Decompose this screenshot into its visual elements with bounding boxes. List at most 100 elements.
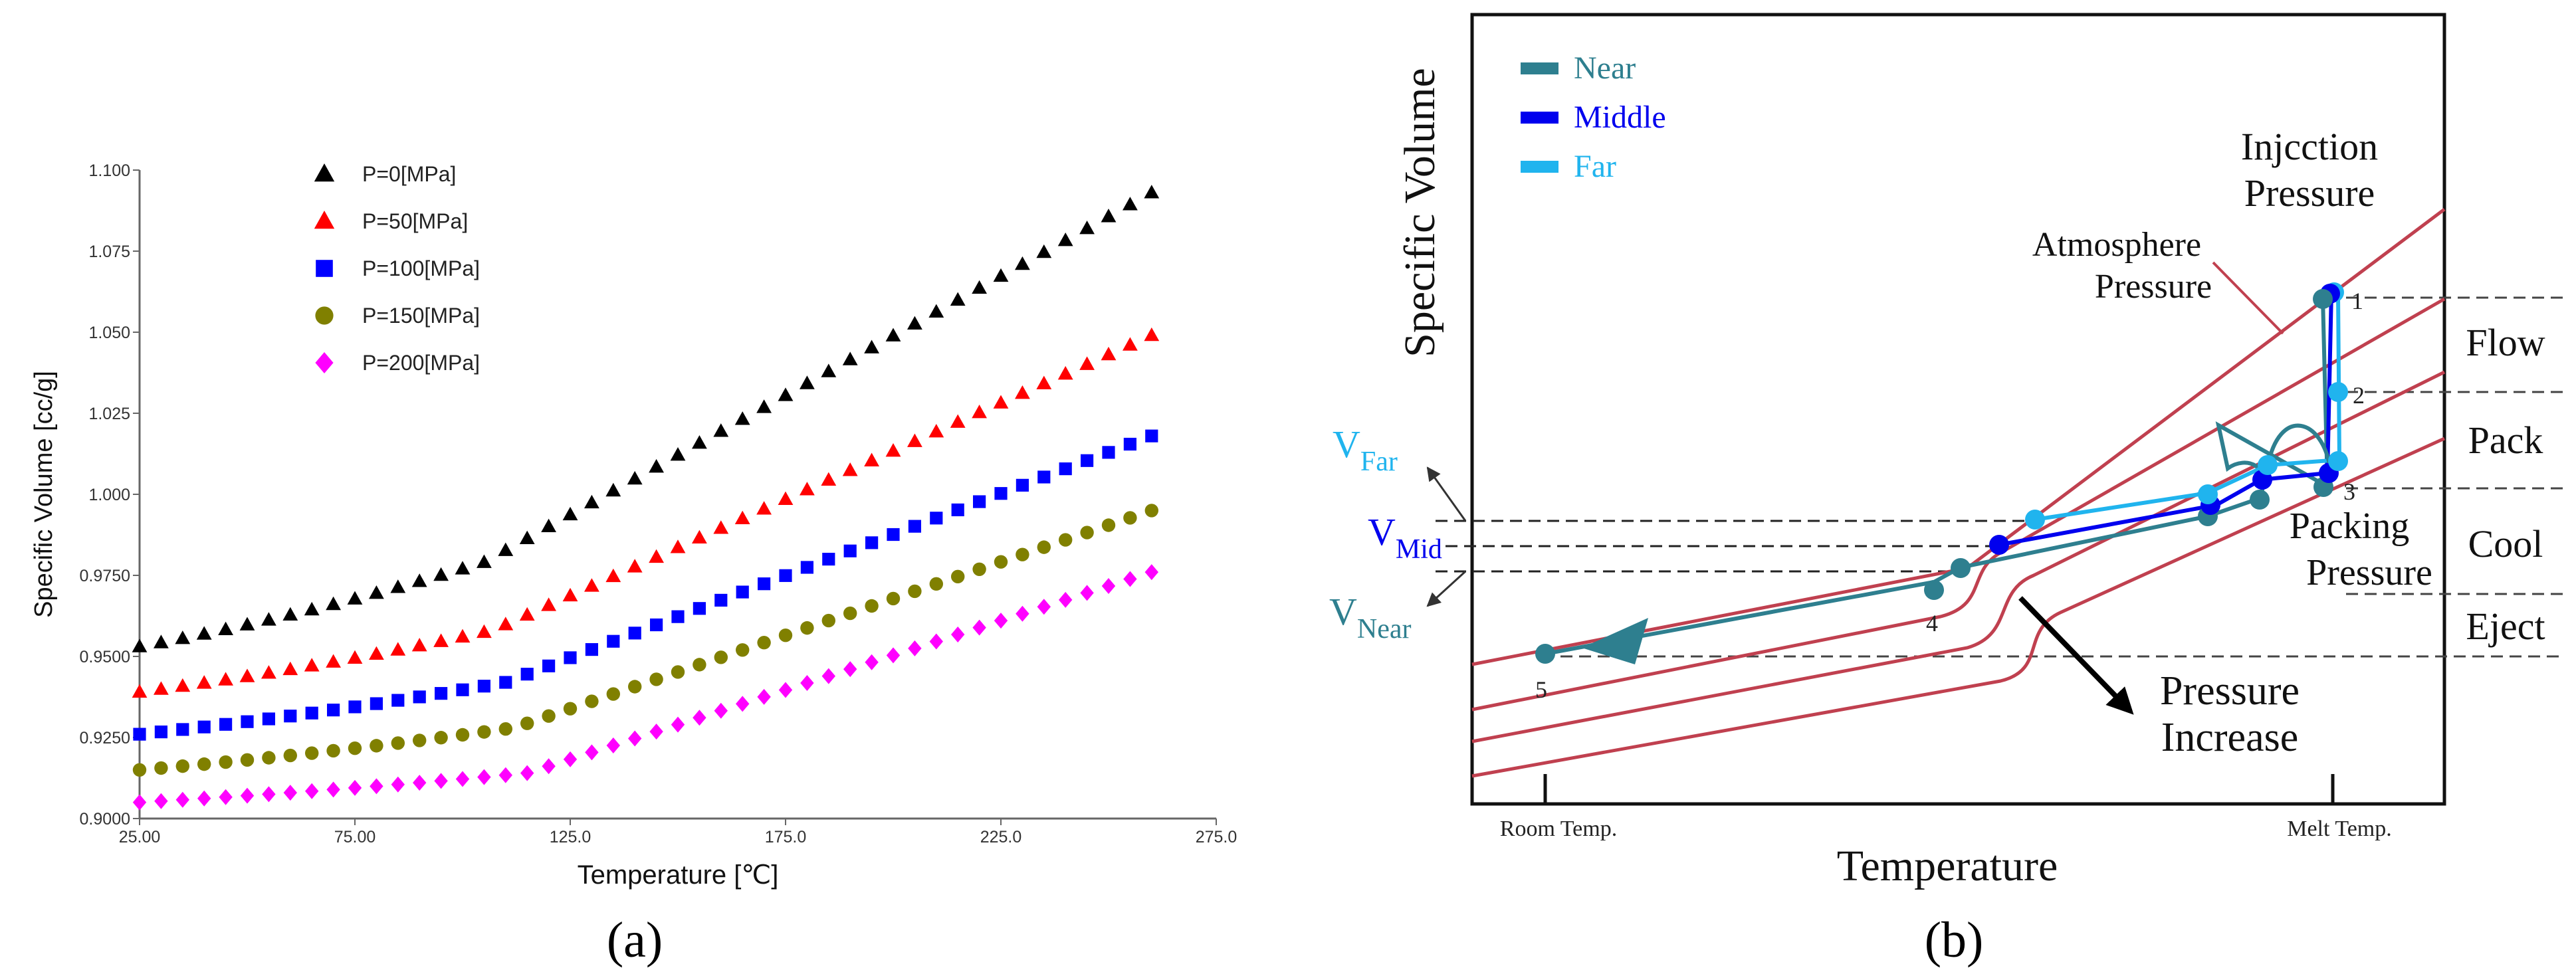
data-point <box>885 443 901 457</box>
data-point <box>994 555 1008 569</box>
data-point <box>605 482 621 497</box>
data-point <box>562 506 578 521</box>
data-point <box>1144 185 1160 199</box>
data-point <box>262 712 275 726</box>
data-point <box>542 659 556 672</box>
near-point-1 <box>2313 289 2333 309</box>
far-path <box>2034 292 2342 522</box>
data-point <box>951 569 965 584</box>
phase-dashed-lines <box>1436 296 2565 658</box>
x-axis-label-b: Temperature <box>1837 842 2058 890</box>
data-point <box>1059 533 1073 547</box>
data-point <box>1016 478 1029 492</box>
data-point <box>907 316 922 330</box>
point-label-3: 3 <box>2343 478 2355 505</box>
data-point <box>455 561 471 575</box>
data-point <box>693 658 706 672</box>
data-point <box>477 554 492 568</box>
data-point <box>606 737 620 753</box>
data-point <box>176 723 189 736</box>
data-point <box>455 771 470 787</box>
data-point <box>842 351 858 365</box>
data-point <box>1036 375 1052 389</box>
series-4 <box>132 564 1158 811</box>
data-point <box>1144 327 1160 342</box>
phase-pack: Pack <box>2468 419 2543 462</box>
far-point-2 <box>2328 382 2348 402</box>
data-point <box>326 596 341 611</box>
data-point <box>973 495 986 508</box>
data-point <box>671 665 685 679</box>
isobar-injection <box>1471 437 2446 778</box>
data-point <box>800 482 815 496</box>
data-point <box>734 510 750 525</box>
legend-label-4: P=200[MPa] <box>362 351 480 375</box>
data-point <box>456 683 469 696</box>
data-point <box>908 520 921 533</box>
data-point <box>972 619 986 636</box>
point-label-4: 4 <box>1926 610 1938 636</box>
data-point <box>132 763 147 777</box>
data-point <box>196 675 212 689</box>
data-point <box>585 744 599 761</box>
data-point <box>865 599 879 613</box>
data-point <box>842 462 858 476</box>
data-point <box>865 654 879 670</box>
data-point <box>519 530 535 544</box>
y-tick-label: 1.025 <box>88 405 130 423</box>
data-point <box>239 617 255 631</box>
series-1 <box>132 327 1160 698</box>
data-point <box>391 694 405 707</box>
point-label-1: 1 <box>2351 288 2363 314</box>
point-label-2: 2 <box>2353 382 2365 409</box>
process-points <box>1535 282 2348 664</box>
data-point <box>1081 454 1094 467</box>
data-point <box>175 630 191 644</box>
data-point <box>928 304 944 318</box>
data-point <box>649 724 663 740</box>
data-point <box>218 672 233 686</box>
data-point <box>649 672 663 686</box>
data-point <box>972 280 987 294</box>
data-point <box>370 739 383 753</box>
data-point <box>1015 256 1030 270</box>
data-point <box>627 470 643 485</box>
data-point <box>1080 585 1094 601</box>
data-point <box>1144 564 1158 581</box>
data-point <box>650 618 663 632</box>
data-point <box>972 404 987 419</box>
legend-marker-0 <box>314 163 335 182</box>
data-point <box>907 433 922 447</box>
data-point <box>1059 591 1073 608</box>
data-point <box>1057 365 1073 380</box>
far-point-3b <box>2258 455 2278 475</box>
data-point <box>972 562 986 576</box>
data-point <box>929 577 944 591</box>
data-point <box>175 759 189 773</box>
data-point <box>950 292 966 306</box>
data-point <box>1016 547 1029 561</box>
data-point <box>736 696 750 712</box>
data-point <box>219 789 233 805</box>
data-point <box>886 591 901 606</box>
data-point <box>391 736 405 750</box>
data-point <box>348 700 362 714</box>
x-tick-room: Room Temp. <box>1500 817 1617 841</box>
legend-label-0: P=0[MPa] <box>362 162 456 186</box>
data-point <box>908 584 922 599</box>
data-point <box>1037 599 1051 615</box>
data-point <box>434 773 448 789</box>
data-point <box>304 601 320 616</box>
data-point <box>758 577 771 591</box>
y-tick-label: 0.9000 <box>80 810 130 829</box>
data-point <box>864 340 879 353</box>
data-point <box>283 748 297 763</box>
data-point <box>154 634 169 648</box>
data-point <box>413 690 426 704</box>
data-point <box>584 578 599 592</box>
data-point <box>713 520 729 534</box>
data-point <box>670 446 686 461</box>
data-point <box>627 559 643 573</box>
data-point <box>756 399 772 413</box>
data-point <box>391 776 405 793</box>
